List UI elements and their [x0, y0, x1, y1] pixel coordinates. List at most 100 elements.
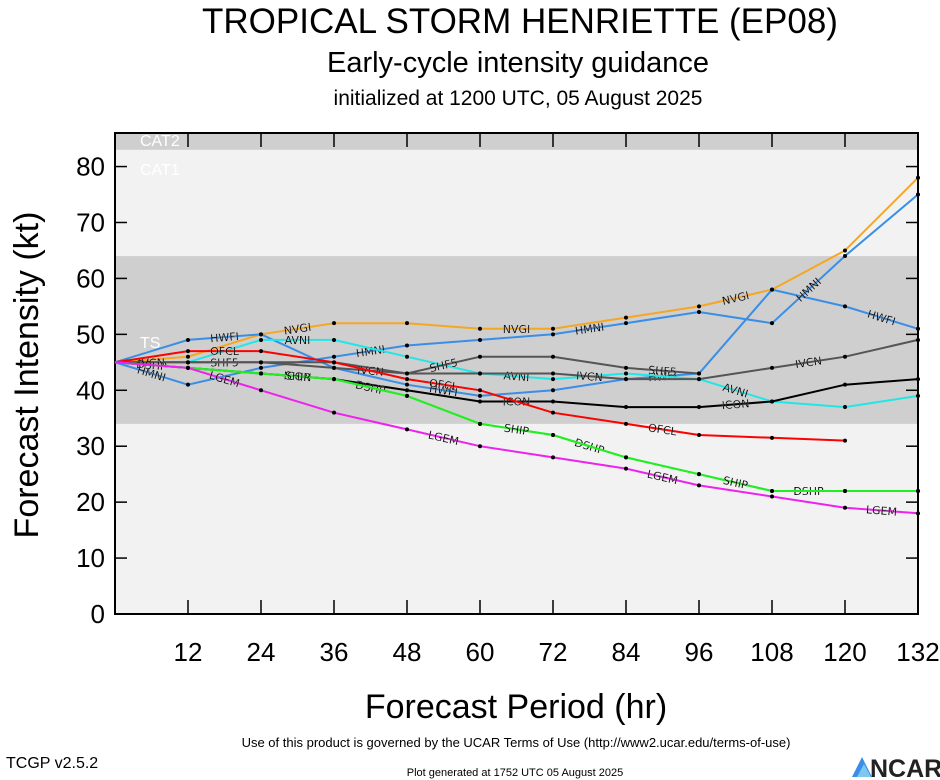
- data-point: [916, 393, 920, 398]
- x-tick-label: 96: [685, 637, 714, 667]
- data-point: [405, 321, 409, 326]
- data-point: [916, 337, 920, 342]
- x-tick-label: 60: [466, 637, 495, 667]
- data-point: [697, 405, 701, 410]
- series-label: HWFI: [210, 330, 240, 345]
- data-point: [478, 421, 482, 426]
- y-tick-label: 10: [76, 543, 105, 573]
- data-point: [624, 371, 628, 376]
- data-point: [186, 365, 190, 370]
- series-label: SHIP: [503, 422, 530, 439]
- chart-axes: [114, 132, 919, 615]
- series-label: SHIP: [284, 369, 310, 384]
- series-label: NVGI: [503, 323, 531, 336]
- data-point: [697, 433, 701, 438]
- series-label: SHIP: [722, 474, 750, 492]
- data-point: [332, 321, 336, 326]
- data-point: [624, 321, 628, 326]
- data-point: [770, 399, 774, 404]
- data-point: [551, 371, 555, 376]
- series-label: HMNI: [574, 321, 605, 338]
- data-point: [259, 365, 263, 370]
- series-line: [114, 361, 919, 515]
- data-point: [478, 371, 482, 376]
- data-point: [624, 455, 628, 460]
- data-point: [843, 438, 847, 443]
- data-point: [551, 388, 555, 393]
- data-point: [843, 248, 847, 253]
- data-point: [478, 388, 482, 393]
- data-point: [551, 326, 555, 331]
- y-tick-label: 30: [76, 431, 105, 461]
- data-point: [405, 382, 409, 387]
- data-point: [770, 321, 774, 326]
- band-label-cat2: CAT2: [140, 133, 180, 150]
- data-point: [405, 354, 409, 359]
- data-point: [624, 377, 628, 382]
- chart-subtitle: Early-cycle intensity guidance: [327, 47, 709, 79]
- data-point: [405, 427, 409, 432]
- y-tick-label: 80: [76, 152, 105, 182]
- band-label-cat1: CAT1: [140, 162, 180, 179]
- data-point: [478, 399, 482, 404]
- data-point: [697, 377, 701, 382]
- data-point: [697, 483, 701, 488]
- series-line: [115, 338, 919, 381]
- data-point: [405, 371, 409, 376]
- data-point: [405, 343, 409, 348]
- data-point: [843, 382, 847, 387]
- data-point: [551, 332, 555, 337]
- data-point: [697, 371, 701, 376]
- y-tick-label: 20: [76, 487, 105, 517]
- data-point: [843, 254, 847, 259]
- x-tick-label: 48: [393, 637, 422, 667]
- chart-subtitle2: initialized at 1200 UTC, 05 August 2025: [334, 87, 703, 110]
- data-point: [916, 511, 920, 516]
- series-label: AVNI: [503, 369, 530, 384]
- plot-frame: [114, 132, 919, 615]
- data-point: [916, 175, 920, 180]
- data-point: [259, 332, 263, 337]
- y-tick-label: 0: [91, 599, 105, 629]
- data-point: [332, 365, 336, 370]
- x-tick-label: 108: [750, 637, 793, 667]
- data-point: [551, 433, 555, 438]
- band-label-ts: TS: [140, 335, 160, 352]
- ncar-logo: NCAR: [852, 755, 940, 780]
- series-label: IVCN: [794, 354, 822, 371]
- series-line: [115, 338, 919, 409]
- series-ofcl: OFCL OFCL OFCL: [114, 345, 847, 443]
- band-cat2: [115, 133, 918, 150]
- data-point: [770, 488, 774, 493]
- series-label: LGEM: [865, 503, 897, 518]
- chart-title: TROPICAL STORM HENRIETTE (EP08): [202, 2, 838, 41]
- data-point: [624, 405, 628, 410]
- y-tick-label: 70: [76, 207, 105, 237]
- footer-terms: Use of this product is governed by the U…: [242, 735, 791, 750]
- x-tick-label: 84: [612, 637, 641, 667]
- series-label: AVNI: [285, 334, 311, 347]
- series-ship: SHIP SHIP SHIP: [114, 361, 920, 493]
- data-point: [916, 488, 920, 493]
- series-line: [114, 288, 919, 397]
- data-point: [770, 287, 774, 292]
- data-point: [770, 435, 774, 440]
- y-tick-label: 40: [76, 375, 105, 405]
- data-point: [551, 455, 555, 460]
- series-line: [114, 361, 918, 492]
- series-label: NVGI: [283, 321, 312, 338]
- data-point: [624, 365, 628, 370]
- data-point: [843, 405, 847, 410]
- data-point: [332, 354, 336, 359]
- data-point: [770, 494, 774, 499]
- y-tick-label: 60: [76, 263, 105, 293]
- series-label: OFCL: [647, 421, 678, 438]
- data-point: [697, 472, 701, 477]
- data-point: [186, 382, 190, 387]
- data-point: [478, 393, 482, 398]
- data-point: [916, 377, 920, 382]
- data-point: [259, 337, 263, 342]
- y-tick-label: 50: [76, 319, 105, 349]
- data-point: [770, 365, 774, 370]
